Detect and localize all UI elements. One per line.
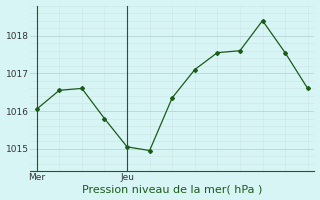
X-axis label: Pression niveau de la mer( hPa ): Pression niveau de la mer( hPa ) <box>82 184 262 194</box>
